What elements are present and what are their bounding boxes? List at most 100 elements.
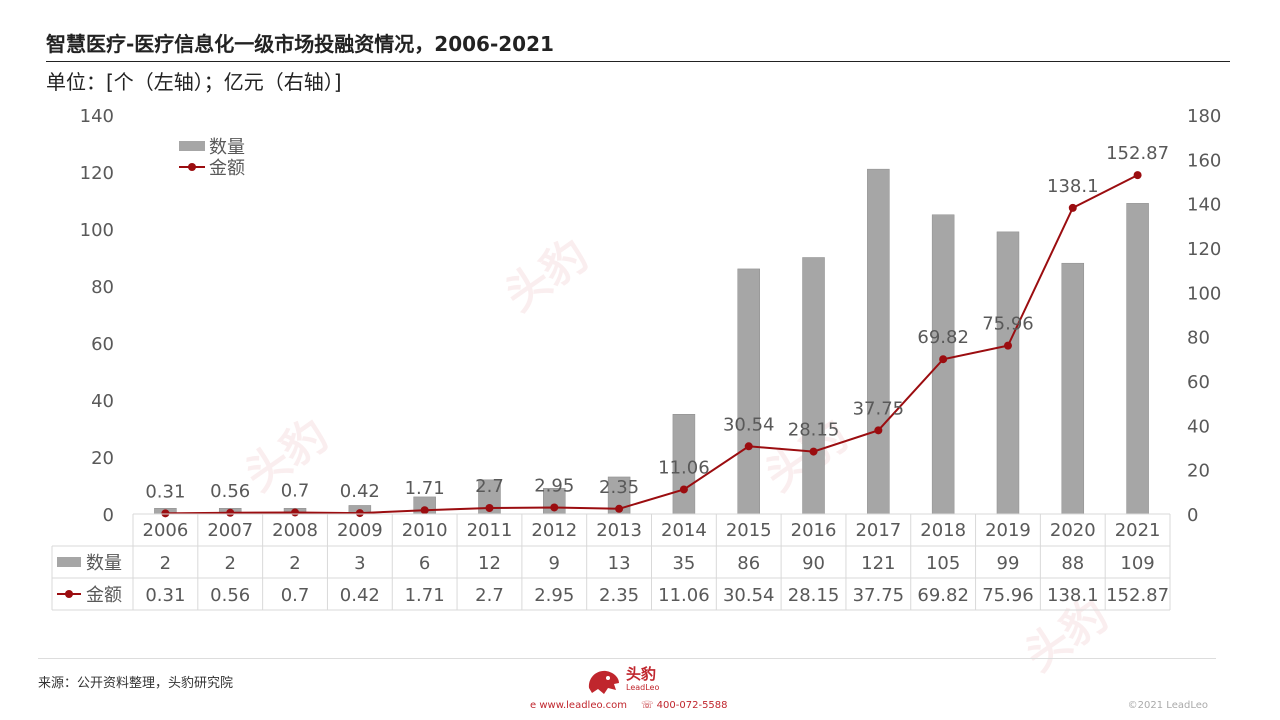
- data-label: 152.87: [1106, 143, 1169, 164]
- leopard-logo-icon: [588, 670, 619, 694]
- legend-label: 数量: [209, 137, 245, 158]
- bar: [737, 268, 760, 515]
- website-link[interactable]: e www.leadleo.com: [530, 700, 627, 711]
- y-right-tick-label: 0: [1187, 505, 1198, 526]
- table-cell: 2: [160, 553, 171, 574]
- x-tick-label: 2018: [920, 520, 966, 541]
- table-cell: 69.82: [917, 585, 969, 606]
- x-tick-label: 2010: [402, 520, 448, 541]
- table-cell: 0.7: [281, 585, 310, 606]
- y-right-tick-label: 120: [1187, 239, 1221, 260]
- footer-brand: 头豹 LeadLeo: [626, 665, 660, 693]
- table-cell: 2.95: [534, 585, 574, 606]
- page-title: 智慧医疗-医疗信息化一级市场投融资情况，2006-2021: [46, 32, 554, 56]
- table-cell: 9: [549, 553, 560, 574]
- table-cell: 109: [1120, 553, 1154, 574]
- table-legend-bar: [57, 557, 81, 567]
- y-left-tick-label: 0: [103, 505, 114, 526]
- data-label: 2.7: [475, 476, 504, 497]
- footer-logo: 头豹 LeadLeo: [586, 666, 659, 696]
- legend-swatch-bar: [179, 141, 205, 151]
- y-right-tick-label: 40: [1187, 416, 1210, 437]
- table-cell: 105: [926, 553, 960, 574]
- line-point: [161, 509, 170, 518]
- data-label: 2.35: [599, 477, 639, 498]
- y-right-tick-label: 20: [1187, 461, 1210, 482]
- y-left-tick-label: 80: [91, 277, 114, 298]
- x-tick-label: 2012: [531, 520, 577, 541]
- y-left-tick-label: 100: [80, 220, 114, 241]
- data-label: 30.54: [723, 414, 775, 435]
- copyright: ©2021 LeadLeo: [1127, 700, 1208, 711]
- data-label: 37.75: [853, 398, 905, 419]
- table-cell: 2.7: [475, 585, 504, 606]
- bar: [1061, 262, 1085, 515]
- data-label: 2.95: [534, 475, 574, 496]
- line-point: [550, 503, 559, 512]
- table-cell: 75.96: [982, 585, 1034, 606]
- table-row-label: 金额: [86, 585, 122, 606]
- x-tick-label: 2006: [143, 520, 189, 541]
- data-label: 1.71: [405, 478, 445, 499]
- x-tick-label: 2007: [207, 520, 253, 541]
- y-right-tick-label: 80: [1187, 328, 1210, 349]
- x-tick-label: 2011: [467, 520, 513, 541]
- bar: [867, 168, 890, 515]
- table-legend-marker: [65, 590, 73, 598]
- table-cell: 152.87: [1106, 585, 1169, 606]
- line-point: [485, 504, 494, 513]
- table-cell: 99: [997, 553, 1020, 574]
- x-tick-label: 2021: [1115, 520, 1161, 541]
- data-label: 0.56: [210, 481, 250, 502]
- y-left-tick-label: 20: [91, 448, 114, 469]
- data-label: 75.96: [982, 314, 1034, 335]
- y-left-tick-label: 40: [91, 391, 114, 412]
- y-right-tick-label: 180: [1187, 106, 1221, 127]
- line-point: [1068, 203, 1077, 212]
- data-label: 0.42: [340, 481, 380, 502]
- bar: [802, 257, 825, 515]
- title-divider: [46, 61, 1230, 62]
- y-left-tick-label: 120: [80, 163, 114, 184]
- phone-number: ☏ 400-072-5588: [640, 700, 728, 711]
- data-label: 0.31: [145, 481, 185, 502]
- x-tick-label: 2009: [337, 520, 383, 541]
- y-left-tick-label: 60: [91, 334, 114, 355]
- line-point: [744, 442, 753, 451]
- line-point: [355, 509, 364, 518]
- data-label: 11.06: [658, 457, 710, 478]
- y-left-tick-label: 140: [80, 106, 114, 127]
- line-point: [679, 485, 688, 494]
- x-tick-label: 2019: [985, 520, 1031, 541]
- y-right-tick-label: 160: [1187, 150, 1221, 171]
- bar: [996, 231, 1020, 515]
- y-right-tick-label: 100: [1187, 283, 1221, 304]
- x-tick-label: 2013: [596, 520, 642, 541]
- table-cell: 138.1: [1047, 585, 1099, 606]
- line-point: [1003, 341, 1012, 350]
- line-series-amount: [165, 174, 1139, 515]
- line-point: [420, 506, 429, 515]
- table-cell: 0.31: [145, 585, 185, 606]
- table-cell: 3: [354, 553, 365, 574]
- x-tick-label: 2014: [661, 520, 707, 541]
- line-point: [226, 508, 235, 517]
- table-cell: 28.15: [788, 585, 840, 606]
- line-point: [809, 447, 818, 456]
- chart: 0 20 40 60 80 100 120 140 0 20 40 60 80 100 120 140 160 1…: [51, 106, 1221, 611]
- table-cell: 35: [672, 553, 695, 574]
- data-label: 28.15: [788, 420, 840, 441]
- table-cell: 30.54: [723, 585, 775, 606]
- table-cell: 12: [478, 553, 501, 574]
- table-row-label: 数量: [86, 553, 122, 574]
- table-cell: 90: [802, 553, 825, 574]
- data-label: 0.7: [281, 480, 310, 501]
- line-point: [291, 508, 300, 517]
- browser-icon: e: [530, 700, 537, 711]
- y-right-tick-label: 60: [1187, 372, 1210, 393]
- footer-contact: e www.leadleo.com ☏ 400-072-5588: [530, 700, 728, 711]
- unit-label: 单位：[个（左轴）；亿元（右轴）]: [46, 70, 342, 94]
- footer-divider: [38, 658, 1216, 659]
- x-tick-label: 2017: [855, 520, 901, 541]
- bar: [931, 214, 955, 515]
